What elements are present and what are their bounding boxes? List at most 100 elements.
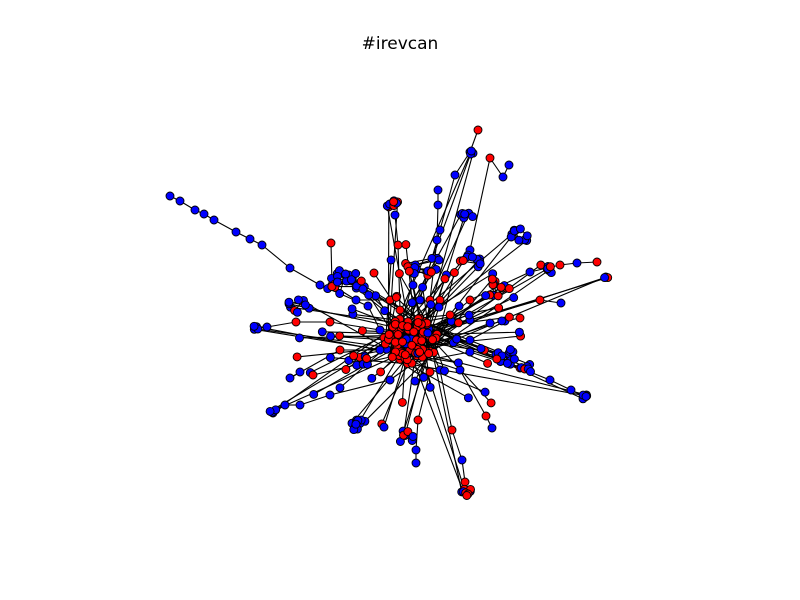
graph-node-red [407, 340, 417, 350]
graph-node-red [481, 411, 491, 421]
graph-edge [394, 214, 399, 246]
graph-node-blue [293, 295, 303, 305]
graph-node-red [369, 268, 379, 278]
graph-node-blue [487, 423, 497, 433]
graph-node-blue [410, 376, 420, 386]
graph-node-blue [379, 422, 389, 432]
graph-node-blue [485, 318, 495, 328]
graph-edge [439, 369, 453, 431]
graph-node-red [424, 349, 434, 358]
graph-node-red [426, 267, 436, 277]
graph-node-blue [509, 293, 519, 303]
graph-node-red [417, 336, 427, 346]
graph-node-blue [411, 458, 421, 468]
graph-node-blue [317, 327, 327, 337]
graph-node-blue [515, 224, 525, 234]
graph-edge [428, 269, 549, 355]
graph-node-blue [358, 284, 368, 294]
graph-node-red [400, 350, 410, 360]
graph-node-blue [453, 358, 463, 368]
graph-node-blue [245, 234, 255, 244]
graph-node-red [440, 274, 450, 284]
graph-node-red [458, 256, 468, 265]
graph-node-blue [265, 406, 275, 416]
graph-node-blue [465, 347, 475, 357]
graph-node-blue [415, 295, 425, 305]
graph-node-blue [375, 325, 385, 335]
graph-node-red [465, 295, 475, 305]
graph-node-red [487, 274, 497, 284]
graph-node-red [492, 354, 502, 364]
graph-node-blue [432, 235, 442, 245]
graph-node-blue [351, 419, 361, 429]
graph-node-red [504, 312, 514, 322]
graph-node-red [496, 282, 506, 292]
graph-edge [355, 355, 400, 428]
graph-node-blue [295, 333, 304, 343]
graph-node-blue [325, 353, 335, 363]
graph-node-blue [465, 335, 475, 345]
graph-node-blue [514, 327, 524, 337]
figure-title: #irevcan [361, 34, 439, 54]
graph-node-blue [209, 215, 219, 225]
graph-edge [417, 371, 431, 421]
graph-node-blue [433, 185, 443, 195]
graph-node-red [291, 317, 301, 327]
graph-node-blue [363, 301, 373, 311]
graph-node-blue [292, 307, 302, 317]
graph-node-blue [335, 383, 345, 393]
graph-node-red [393, 240, 403, 250]
graph-node-blue [165, 191, 175, 201]
graph-node-blue [502, 358, 512, 368]
graph-node-blue [522, 231, 532, 241]
graph-node-red [447, 425, 457, 435]
graph-node-blue [347, 304, 357, 314]
graph-node-red [391, 292, 401, 302]
graph-node-red [460, 477, 470, 487]
graph-edge [395, 297, 419, 320]
graph-node-blue [295, 367, 305, 377]
graph-node-blue [385, 375, 395, 385]
graph-edge [451, 429, 463, 461]
graph-node-red [397, 397, 407, 407]
graph-node-blue [351, 269, 361, 278]
graph-node-red [308, 370, 318, 380]
graph-node-blue [466, 146, 476, 156]
graph-node-blue [476, 344, 486, 354]
graph-node-blue [315, 280, 325, 290]
graph-node-red [445, 310, 455, 320]
graph-edge [388, 201, 399, 335]
graph-node-red [403, 322, 413, 332]
graph-node-blue [572, 258, 582, 268]
graph-edge [364, 352, 435, 422]
graph-node-blue [418, 282, 428, 292]
graph-edge [329, 379, 391, 396]
graph-node-blue [440, 366, 449, 376]
graph-node-blue [364, 290, 374, 300]
graph-node-blue [434, 302, 444, 312]
graph-node-red [341, 365, 351, 374]
graph-node-red [393, 330, 403, 339]
graph-node-blue [295, 400, 305, 410]
graph-node-blue [505, 345, 515, 354]
graph-node-blue [419, 372, 429, 382]
graph-node-blue [407, 298, 417, 308]
graph-node-blue [411, 445, 421, 455]
graph-node-blue [475, 259, 485, 269]
graph-node-red [335, 345, 345, 355]
graph-node-blue [525, 267, 535, 277]
graph-node-red [398, 337, 407, 347]
graph-node-blue [335, 289, 345, 298]
graph-node-red [535, 295, 545, 305]
graph-edge [469, 157, 491, 251]
graph-node-blue [423, 328, 433, 338]
graph-node-red [494, 303, 504, 313]
graph-node-blue [390, 210, 400, 220]
graph-edge [404, 357, 486, 393]
graph-node-blue [454, 301, 464, 311]
graph-node-blue [460, 209, 470, 219]
graph-node-blue [280, 400, 290, 410]
graph-node-red [387, 352, 397, 362]
graph-node-red [493, 291, 503, 301]
